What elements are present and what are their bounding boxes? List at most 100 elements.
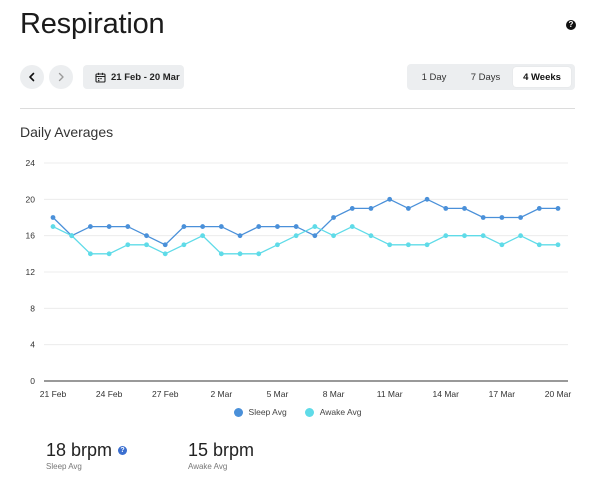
x-tick-label: 2 Mar (210, 389, 232, 399)
data-point-sleep (162, 242, 168, 248)
stat-awake-value: 15 brpm (188, 440, 255, 460)
data-point-sleep (275, 224, 280, 229)
x-tick-label: 27 Feb (152, 389, 179, 399)
range-selector: 1 Day 7 Days 4 Weeks (407, 64, 575, 90)
data-point-awake (405, 242, 411, 248)
header-divider (20, 108, 575, 109)
data-point-awake (424, 242, 430, 248)
data-point-sleep (50, 215, 56, 220)
stat-sleep-value-row: 18 brpm ? (46, 440, 128, 461)
data-point-awake (518, 233, 523, 239)
y-tick-label: 16 (26, 231, 36, 241)
data-point-sleep (536, 206, 542, 211)
data-point-awake (125, 242, 131, 248)
x-tick-label: 11 Mar (377, 389, 403, 399)
data-point-awake (275, 242, 280, 248)
data-point-sleep (200, 224, 206, 229)
data-point-sleep (181, 224, 187, 229)
data-point-sleep (349, 206, 355, 211)
data-point-awake (50, 224, 56, 229)
data-point-awake (144, 242, 149, 248)
y-tick-label: 4 (30, 340, 35, 350)
data-point-awake (293, 233, 299, 239)
data-point-sleep (237, 233, 243, 239)
data-point-sleep (88, 224, 93, 229)
chart-legend: Sleep Avg Awake Avg (0, 407, 595, 417)
series-line-sleep (52, 198, 558, 246)
data-point-awake (312, 224, 318, 229)
data-point-sleep (218, 224, 224, 229)
x-tick-label: 20 Mar (545, 389, 572, 399)
data-point-sleep (424, 196, 430, 202)
y-tick-label: 0 (30, 376, 35, 386)
calendar-icon (95, 72, 106, 83)
series-line-awake (52, 225, 558, 255)
data-point-awake (536, 242, 542, 248)
tab-1-day[interactable]: 1 Day (421, 71, 447, 83)
data-point-sleep (368, 206, 374, 211)
data-point-awake (88, 251, 93, 257)
stat-awake-avg: 15 brpm Awake Avg (188, 440, 254, 471)
x-tick-label: 21 Feb (40, 389, 67, 399)
data-point-awake (368, 233, 374, 239)
data-point-sleep (443, 206, 449, 211)
legend-dot-awake (304, 407, 314, 417)
data-point-awake (162, 251, 168, 257)
y-tick-label: 20 (26, 194, 36, 204)
data-point-awake (200, 233, 206, 239)
data-point-sleep (555, 206, 561, 211)
date-range-button[interactable]: 21 Feb - 20 Mar (83, 65, 184, 89)
data-point-awake (181, 242, 187, 248)
data-point-awake (331, 233, 336, 239)
y-tick-label: 12 (26, 267, 36, 277)
data-point-awake (69, 233, 75, 239)
data-point-sleep (405, 206, 411, 211)
data-point-sleep (331, 215, 336, 220)
data-point-awake (462, 233, 467, 239)
stat-awake-value-row: 15 brpm (188, 440, 254, 461)
y-tick-label: 8 (30, 303, 35, 313)
legend-label-sleep: Sleep Avg (248, 407, 287, 417)
data-point-awake (237, 251, 243, 257)
data-point-sleep (106, 224, 112, 229)
legend-dot-sleep (233, 407, 243, 417)
data-point-sleep (256, 224, 262, 229)
legend-item-awake[interactable]: Awake Avg (304, 407, 361, 417)
data-point-sleep (387, 196, 393, 202)
data-point-sleep (480, 215, 486, 220)
section-title: Daily Averages (20, 124, 114, 140)
tab-7-days[interactable]: 7 Days (470, 71, 501, 83)
previous-period-button[interactable] (20, 65, 44, 89)
next-period-button[interactable] (49, 65, 73, 89)
data-point-awake (106, 251, 112, 257)
respiration-chart: 0 4 8 12 16 20 24 21 Feb 24 Feb 27 Feb 2 Mar 5 Mar 8… (26, 158, 572, 399)
x-tick-label: 14 Mar (433, 389, 460, 399)
chevron-right-icon (58, 72, 64, 82)
data-point-awake (499, 242, 505, 248)
question-circle-icon[interactable]: ? (566, 20, 576, 30)
chevron-left-icon (29, 72, 35, 82)
data-point-awake (387, 242, 393, 248)
data-point-sleep (462, 206, 467, 211)
data-point-awake (480, 233, 486, 239)
stat-sleep-avg: 18 brpm ? Sleep Avg (46, 440, 128, 471)
question-circle-icon[interactable]: ? (118, 446, 128, 455)
x-tick-label: 5 Mar (267, 389, 289, 399)
data-point-awake (555, 242, 561, 248)
x-tick-label: 17 Mar (489, 389, 516, 399)
data-point-sleep (518, 215, 523, 220)
tab-4-weeks[interactable]: 4 Weeks (513, 67, 571, 87)
stat-sleep-label: Sleep Avg (46, 462, 82, 471)
data-point-awake (218, 251, 224, 257)
data-point-sleep (293, 224, 299, 229)
x-tick-label: 8 Mar (323, 389, 345, 399)
stat-sleep-value: 18 brpm (46, 440, 113, 460)
date-range-label: 21 Feb - 20 Mar (111, 71, 180, 83)
legend-item-sleep[interactable]: Sleep Avg (233, 407, 287, 417)
data-point-awake (349, 224, 355, 229)
y-tick-label: 24 (26, 158, 36, 168)
data-point-sleep (499, 215, 505, 220)
stat-awake-label: Awake Avg (188, 462, 228, 471)
data-point-sleep (144, 233, 149, 239)
x-tick-label: 24 Feb (96, 389, 123, 399)
